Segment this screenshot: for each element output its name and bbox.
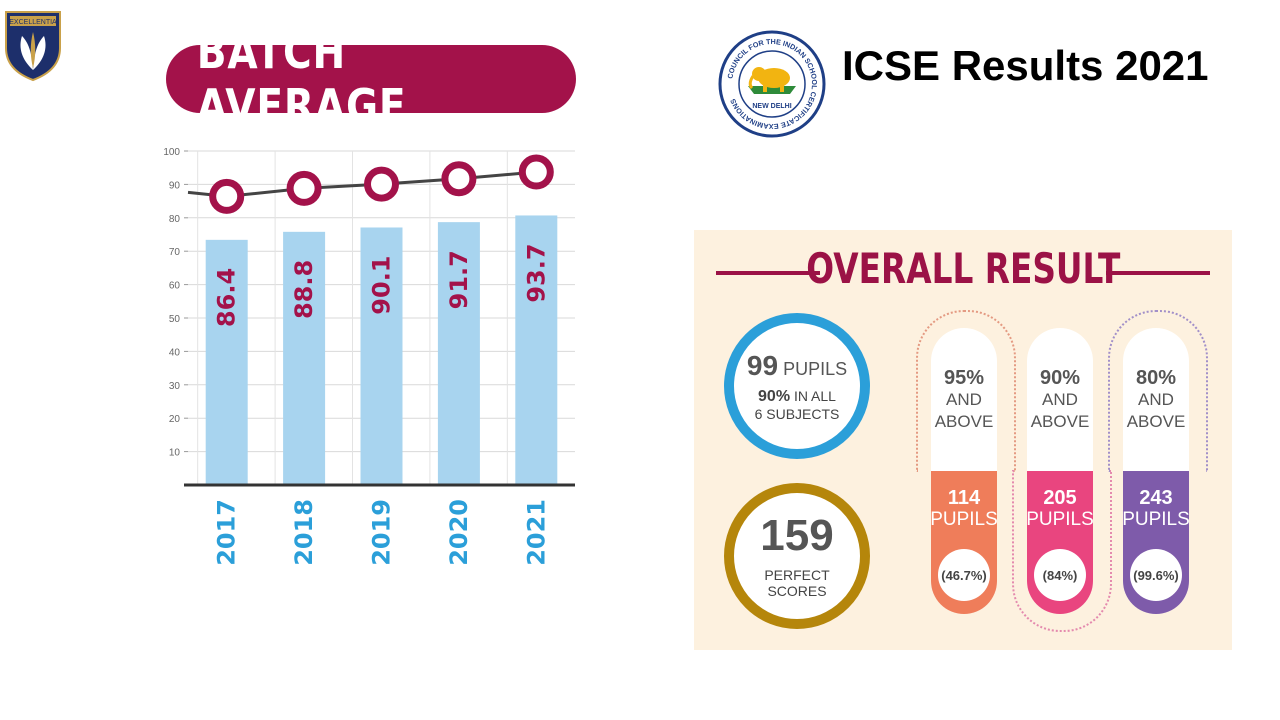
pillar-and: AND — [946, 389, 982, 409]
data-point — [209, 178, 245, 214]
y-tick-label: 100 — [163, 147, 180, 158]
y-tick-label: 90 — [169, 180, 181, 191]
bar — [437, 222, 480, 485]
school-crest-logo: EXCELLENTIA — [4, 8, 62, 82]
seal-city: NEW DELHI — [752, 103, 791, 110]
pillar-pupils: PUPILS — [931, 509, 997, 530]
y-tick-label: 70 — [169, 247, 181, 258]
batch-average-banner: BATCH AVERAGE — [166, 25, 576, 133]
y-tick-label: 80 — [169, 214, 181, 225]
data-point — [286, 170, 322, 206]
title-rule-left — [716, 271, 820, 275]
pillar-80-percent: 80% AND ABOVE 243 PUPILS (99.6%) — [1123, 328, 1189, 614]
all-subjects-pct: 90% — [758, 388, 791, 405]
data-point — [441, 161, 477, 197]
bar-value-label: 86.4 — [213, 268, 241, 327]
dotted-arc-1 — [916, 310, 1016, 472]
bar-value-label: 91.7 — [445, 250, 473, 309]
pillar-pct: 80% — [1135, 366, 1177, 389]
pillar-and: AND — [1138, 389, 1174, 409]
pillar-share: (99.6%) — [1130, 549, 1182, 601]
pupils-count: 99 — [746, 350, 779, 381]
overall-result-title: OVERALL RESULT — [805, 244, 1121, 293]
pillar-share: (46.7%) — [938, 549, 990, 601]
bar-value-label: 90.1 — [368, 255, 396, 314]
pupils-label: PUPILS — [783, 359, 848, 379]
pillar-count: 243 — [1139, 487, 1173, 509]
bar-value-label: 88.8 — [290, 260, 318, 319]
in-all-label: IN ALL — [793, 388, 836, 404]
y-tick-label: 60 — [169, 281, 181, 292]
x-tick-label: 2017 — [213, 499, 241, 565]
pillar-95-percent: 95% AND ABOVE 114 PUPILS (46.7%) — [931, 328, 997, 614]
perfect-label: PERFECT — [764, 567, 830, 583]
pillar-count: 114 — [947, 487, 981, 509]
data-point — [518, 154, 554, 190]
council-seal-logo: COUNCIL FOR THE INDIAN SCHOOL CERTIFICAT… — [718, 30, 826, 138]
pillar-90-percent: 90% AND ABOVE 205 PUPILS (84%) — [1027, 328, 1093, 614]
dotted-arc-3 — [1108, 310, 1208, 472]
page-title: ICSE Results 2021 — [842, 42, 1209, 89]
x-tick-label: 2019 — [368, 499, 396, 565]
title-rule-right — [1106, 271, 1210, 275]
pillar-above: ABOVE — [1126, 411, 1186, 431]
bar — [515, 215, 558, 485]
perfect-scores-circle: 159 PERFECT SCORES — [724, 483, 870, 629]
y-tick-label: 10 — [169, 448, 181, 459]
x-tick-label: 2020 — [445, 499, 473, 565]
bar-value-label: 93.7 — [522, 243, 550, 302]
overall-result-panel: OVERALL RESULT 99 PUPILS 90% IN ALL 6 SU… — [694, 230, 1232, 650]
dotted-arc-2 — [1012, 470, 1112, 632]
pillar-pct: 90% — [1039, 366, 1081, 389]
bar — [205, 239, 248, 485]
bar — [360, 227, 403, 485]
pillar-pct: 95% — [943, 366, 985, 389]
y-tick-label: 50 — [169, 314, 181, 325]
batch-average-title: BATCH AVERAGE — [196, 25, 407, 133]
pillar-pupils: PUPILS — [1027, 509, 1093, 530]
pillar-pupils: PUPILS — [1123, 509, 1189, 530]
data-point — [364, 166, 399, 202]
y-tick-label: 40 — [169, 347, 181, 358]
subjects-label: 6 SUBJECTS — [754, 406, 840, 422]
pillar-share: (84%) — [1034, 549, 1086, 601]
y-tick-label: 30 — [169, 381, 181, 392]
crest-banner-text: EXCELLENTIA — [9, 19, 57, 26]
scores-label: SCORES — [767, 583, 827, 599]
pillar-above: ABOVE — [1030, 411, 1090, 431]
perfect-scores-count: 159 — [760, 511, 834, 560]
pillar-above: ABOVE — [934, 411, 994, 431]
pillar-and: AND — [1042, 389, 1078, 409]
pillar-count: 205 — [1043, 487, 1077, 509]
x-tick-label: 2018 — [290, 499, 318, 565]
y-tick-label: 20 — [169, 414, 181, 425]
batch-average-chart: 10 20 30 40 50 60 70 80 90 100 86.4 2017 88.8 2018 90.… — [163, 147, 575, 565]
pupils-all-subjects-circle: 99 PUPILS 90% IN ALL 6 SUBJECTS — [724, 313, 870, 459]
x-tick-label: 2021 — [522, 499, 550, 565]
bar — [283, 231, 326, 485]
